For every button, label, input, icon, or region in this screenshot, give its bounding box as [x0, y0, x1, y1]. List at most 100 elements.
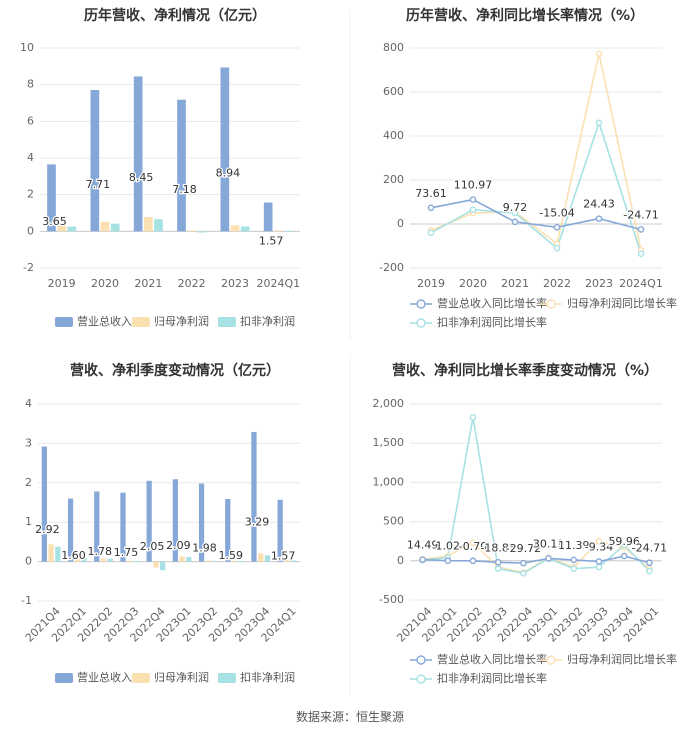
point-营业总收入同比增长率	[545, 555, 552, 562]
bar-营业总收入	[198, 483, 205, 562]
legend-label: 扣非净利润同比增长率	[437, 671, 547, 685]
point-扣非净利润同比增长率	[427, 229, 435, 237]
point-营业总收入同比增长率	[637, 226, 645, 233]
data-label: -29.72	[506, 542, 541, 555]
x-tick-label: 2020	[459, 277, 487, 290]
bar-扣非净利润	[55, 546, 61, 562]
data-label: 8.94	[216, 167, 241, 180]
x-tick-label: 2022	[178, 277, 206, 290]
point-扣非净利润同比增长率	[620, 541, 628, 549]
bar-营业总收入	[41, 446, 47, 562]
legend-swatch	[218, 673, 236, 683]
legend-swatch	[132, 673, 150, 683]
y-tick-label: 1,500	[373, 436, 405, 449]
bar-扣非净利润	[133, 561, 140, 563]
x-tick-label: 2020	[91, 277, 119, 290]
data-label: 73.61	[415, 187, 447, 200]
data-label: 1.78	[88, 545, 113, 558]
bar-营业总收入	[146, 480, 152, 562]
bar-归母净利润	[74, 557, 80, 562]
y-tick-label: 1	[25, 515, 32, 528]
bar-归母净利润	[100, 221, 110, 232]
legend-item: 营业总收入同比增长率	[410, 296, 547, 310]
point-营业总收入同比增长率	[511, 218, 519, 226]
data-label: 59.96	[608, 535, 640, 548]
y-tick-label: 0	[397, 554, 404, 567]
legend-marker	[416, 674, 426, 684]
y-tick-label: 4	[25, 397, 32, 410]
legend-item: 营业总收入	[55, 670, 132, 684]
x-tick-label: 2021	[501, 277, 529, 290]
data-label: 1.59	[219, 549, 244, 562]
bar-归母净利润	[144, 217, 153, 232]
point-营业总收入同比增长率	[595, 215, 603, 222]
data-label: 9.72	[503, 201, 528, 214]
data-label: -24.71	[632, 542, 667, 555]
point-扣非净利润同比增长率	[570, 565, 578, 572]
data-label: 11.39	[558, 539, 590, 552]
chart-2: 历年营收、净利同比增长率情况（%） -200 0 200 400 600 800 2019 20…	[379, 7, 677, 329]
series-line-归母净利润同比增长率	[430, 53, 642, 251]
chart-title: 营收、净利季度变动情况（亿元）	[70, 362, 280, 379]
data-label: -24.71	[623, 208, 658, 221]
bar-扣非净利润	[154, 219, 163, 232]
data-label: 1.57	[271, 549, 296, 562]
y-tick-label: 1,000	[373, 475, 405, 488]
legend-swatch	[55, 317, 73, 327]
x-tick-label: 2024Q1	[257, 277, 301, 290]
bar-扣非净利润	[197, 231, 207, 233]
y-tick-label: 10	[20, 41, 34, 54]
bar-归母净利润	[100, 558, 107, 562]
data-label: 3.29	[245, 515, 270, 528]
series-line-营业总收入同比增长率	[422, 555, 650, 564]
bar-归母净利润	[284, 559, 290, 562]
legend-marker	[546, 655, 556, 665]
point-营业总收入同比增长率	[620, 552, 628, 560]
bar-营业总收入	[94, 491, 100, 562]
data-label: 1.75	[114, 546, 139, 559]
y-tick-label: -2	[23, 261, 34, 274]
y-tick-label: 600	[383, 85, 404, 98]
bar-扣非净利润	[264, 555, 271, 562]
bar-归母净利润	[187, 230, 196, 232]
bar-归母净利润	[230, 225, 240, 232]
point-扣非净利润同比增长率	[637, 250, 645, 257]
legend-item: 扣非净利润	[218, 314, 295, 328]
bar-扣非净利润	[81, 557, 87, 562]
point-营业总收入同比增长率	[520, 559, 527, 567]
legend-swatch	[132, 317, 150, 327]
legend-label: 归母净利润	[154, 670, 209, 684]
legend-label: 扣非净利润	[240, 670, 295, 684]
point-营业总收入同比增长率	[553, 224, 561, 231]
data-label: 8.45	[129, 171, 154, 184]
y-tick-label: -200	[379, 261, 404, 274]
bar-归母净利润	[153, 561, 159, 568]
bar-营业总收入	[277, 499, 283, 562]
y-tick-label: 0	[397, 217, 404, 230]
bar-扣非净利润	[284, 230, 293, 232]
legend-marker	[416, 655, 426, 665]
x-tick-label: 2021	[134, 277, 162, 290]
point-营业总收入同比增长率	[469, 196, 477, 203]
bar-营业总收入	[133, 76, 143, 232]
bar-归母净利润	[258, 553, 264, 562]
legend-item: 营业总收入	[55, 314, 132, 328]
y-tick-label: 400	[383, 129, 404, 142]
point-扣非净利润同比增长率	[595, 563, 603, 571]
legend-label: 营业总收入	[77, 670, 132, 684]
data-label: 2.92	[35, 523, 60, 536]
x-tick-label: 2023	[585, 277, 613, 290]
point-营业总收入同比增长率	[469, 557, 477, 565]
x-tick-label: 2019	[417, 277, 445, 290]
data-label: 30.19	[533, 537, 565, 550]
bar-归母净利润	[179, 556, 185, 562]
series-line-扣非净利润同比增长率	[430, 120, 642, 254]
series-line-扣非净利润同比增长率	[422, 417, 650, 575]
data-label: -15.04	[539, 206, 574, 219]
bar-归母净利润	[274, 230, 283, 232]
data-label: 1.57	[259, 234, 284, 247]
data-label: 24.43	[583, 198, 615, 211]
point-扣非净利润同比增长率	[595, 119, 603, 127]
bar-营业总收入	[172, 479, 178, 562]
